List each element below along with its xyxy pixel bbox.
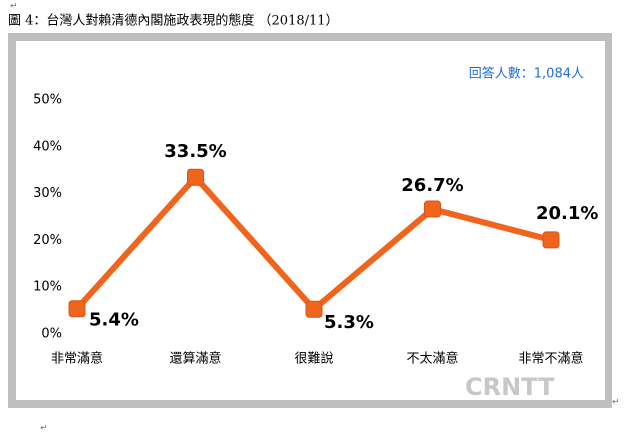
x-tick-label: 非常滿意 [51, 351, 103, 367]
x-tick-label: 非常不滿意 [518, 351, 583, 367]
data-label: 5.3% [324, 312, 374, 333]
watermark: CRNTT [465, 373, 555, 401]
y-tick-label: 50% [33, 93, 62, 108]
marker [305, 300, 323, 318]
return-mark: ↵ [10, 2, 18, 12]
data-label: 20.1% [536, 203, 598, 224]
y-tick-label: 20% [33, 233, 62, 248]
x-tick-label: 不太滿意 [406, 351, 458, 367]
data-label: 26.7% [401, 175, 463, 196]
marker [424, 200, 441, 218]
marker [187, 168, 204, 186]
annotation: 回答人數：1,084人 [469, 66, 584, 82]
chart-title: 圖 4：台灣人對賴清德內閣施政表現的態度 （2018/11） [8, 13, 339, 29]
plot-area [16, 41, 605, 400]
data-label: 33.5% [164, 141, 226, 162]
y-tick-label: 0% [41, 327, 62, 342]
return-mark: ↵ [40, 424, 48, 432]
return-mark: ↵ [612, 398, 620, 408]
marker [542, 231, 560, 249]
x-tick-label: 很難說 [294, 351, 333, 367]
y-tick-label: 40% [33, 139, 62, 154]
marker [68, 300, 86, 318]
x-tick-label: 還算滿意 [169, 351, 221, 367]
y-tick-label: 30% [33, 186, 62, 201]
data-label: 5.4% [89, 310, 139, 331]
y-tick-label: 10% [33, 280, 62, 295]
